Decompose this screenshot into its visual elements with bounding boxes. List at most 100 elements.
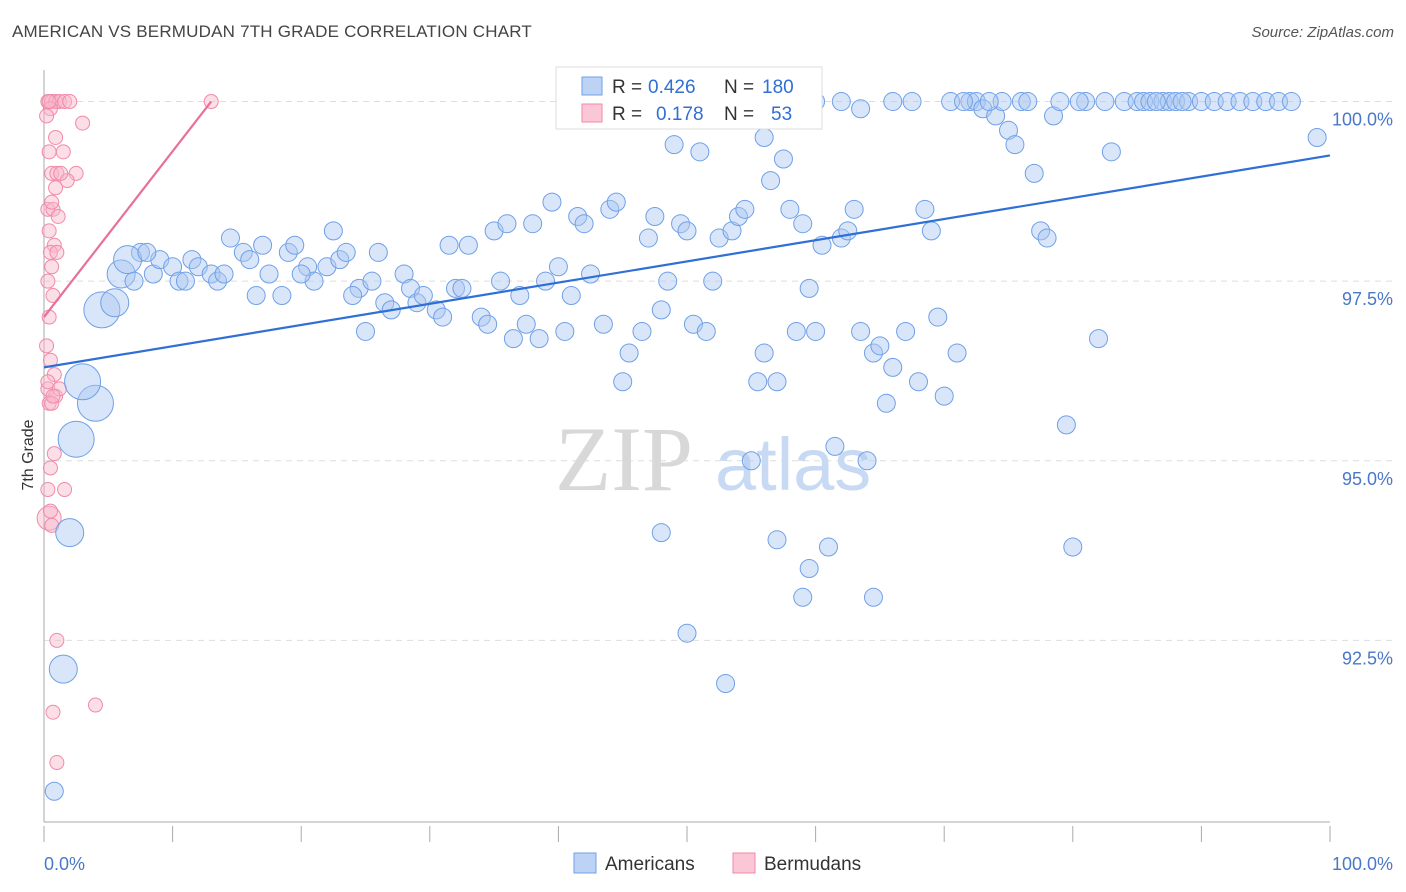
- americans-point: [934, 386, 954, 406]
- americans-point: [491, 271, 511, 291]
- bermudans-trendline: [43, 100, 213, 318]
- bermudans-point: [40, 201, 56, 217]
- americans-point: [1307, 127, 1327, 147]
- axes: [43, 70, 1331, 842]
- americans-point: [870, 336, 890, 356]
- americans-point: [83, 291, 121, 329]
- americans-point: [1050, 92, 1070, 112]
- bermudans-point: [62, 94, 78, 110]
- americans-point: [568, 207, 588, 227]
- americans-point: [863, 343, 883, 363]
- americans-point: [600, 199, 620, 219]
- americans-trendline: [43, 154, 1331, 369]
- americans-point: [754, 127, 774, 147]
- americans-point: [767, 530, 787, 550]
- americans-point: [497, 214, 517, 234]
- americans-point: [593, 314, 613, 334]
- americans-point: [825, 436, 845, 456]
- americans-point: [883, 357, 903, 377]
- americans-point: [285, 235, 305, 255]
- americans-point: [426, 300, 446, 320]
- americans-point: [433, 307, 453, 327]
- americans-point: [722, 221, 742, 241]
- americans-point: [851, 99, 871, 119]
- americans-point: [953, 92, 973, 112]
- bermudans-point: [53, 165, 69, 181]
- americans-point: [394, 264, 414, 284]
- americans-point: [561, 286, 581, 306]
- americans-point: [413, 286, 433, 306]
- americans-point: [246, 286, 266, 306]
- americans-point: [510, 286, 530, 306]
- americans-point: [780, 199, 800, 219]
- americans-point: [214, 264, 234, 284]
- americans-point: [883, 92, 903, 112]
- americans-point: [169, 271, 189, 291]
- bermudans-point: [87, 697, 103, 713]
- bermudans-point: [39, 338, 55, 354]
- americans-point: [921, 221, 941, 241]
- bermudans-point: [48, 129, 64, 145]
- americans-point: [947, 343, 967, 363]
- americans-point: [343, 286, 363, 306]
- americans-point: [818, 537, 838, 557]
- americans-point: [703, 271, 723, 291]
- americans-point: [64, 363, 102, 401]
- y-tick-label: 97.5%: [1342, 289, 1393, 309]
- americans-point: [613, 372, 633, 392]
- americans-point: [651, 300, 671, 320]
- americans-point: [799, 278, 819, 298]
- americans-point: [1069, 92, 1089, 112]
- americans-point: [838, 221, 858, 241]
- bermudans-point: [45, 704, 61, 720]
- watermark: ZIP atlas: [555, 408, 871, 510]
- americans-point: [106, 259, 136, 289]
- trend-lines: [43, 100, 1331, 369]
- americans-point: [574, 214, 594, 234]
- americans-point: [851, 321, 871, 341]
- americans-point: [690, 142, 710, 162]
- americans-point: [439, 235, 459, 255]
- bermudans-point: [39, 108, 55, 124]
- americans-point: [523, 214, 543, 234]
- americans-point: [259, 264, 279, 284]
- bermudans-point: [57, 482, 73, 498]
- legend-americans-label: Americans: [605, 854, 695, 875]
- americans-point: [1089, 329, 1109, 349]
- legend-r-label-1: R =: [612, 77, 642, 98]
- americans-point: [76, 384, 114, 422]
- bermudans-point: [41, 94, 57, 110]
- americans-point: [664, 135, 684, 155]
- americans-point: [767, 372, 787, 392]
- y-tick-labels: 92.5% 95.0% 97.5% 100.0%: [1332, 110, 1393, 669]
- y-tick-label: 100.0%: [1332, 110, 1393, 130]
- americans-point: [1024, 163, 1044, 183]
- americans-point: [1031, 221, 1051, 241]
- bermudans-point: [40, 273, 56, 289]
- x-tick-label: 0.0%: [44, 854, 85, 874]
- americans-point: [458, 235, 478, 255]
- americans-point: [793, 587, 813, 607]
- bermudans-swatch: [581, 103, 603, 123]
- americans-point: [55, 518, 85, 548]
- grid-lines: [44, 101, 1392, 641]
- americans-point: [651, 523, 671, 543]
- americans-point: [182, 250, 202, 270]
- americans-point: [1101, 142, 1121, 162]
- legend-r-value-1: 0.426: [648, 77, 696, 98]
- bermudans-points: [36, 94, 219, 771]
- americans-point: [503, 329, 523, 349]
- americans-point: [278, 242, 298, 262]
- x-tick-labels: 0.0% 100.0%: [44, 854, 1393, 874]
- americans-point: [175, 271, 195, 291]
- y-tick-label: 92.5%: [1342, 648, 1393, 668]
- source-label: Source: ZipAtlas.com: [1251, 24, 1394, 41]
- americans-point: [555, 321, 575, 341]
- americans-swatch: [581, 76, 603, 96]
- americans-point: [696, 321, 716, 341]
- americans-point: [233, 242, 253, 262]
- americans-point: [163, 257, 183, 277]
- watermark-zip: ZIP: [555, 408, 693, 510]
- americans-point: [581, 264, 601, 284]
- bermudans-point: [50, 209, 66, 225]
